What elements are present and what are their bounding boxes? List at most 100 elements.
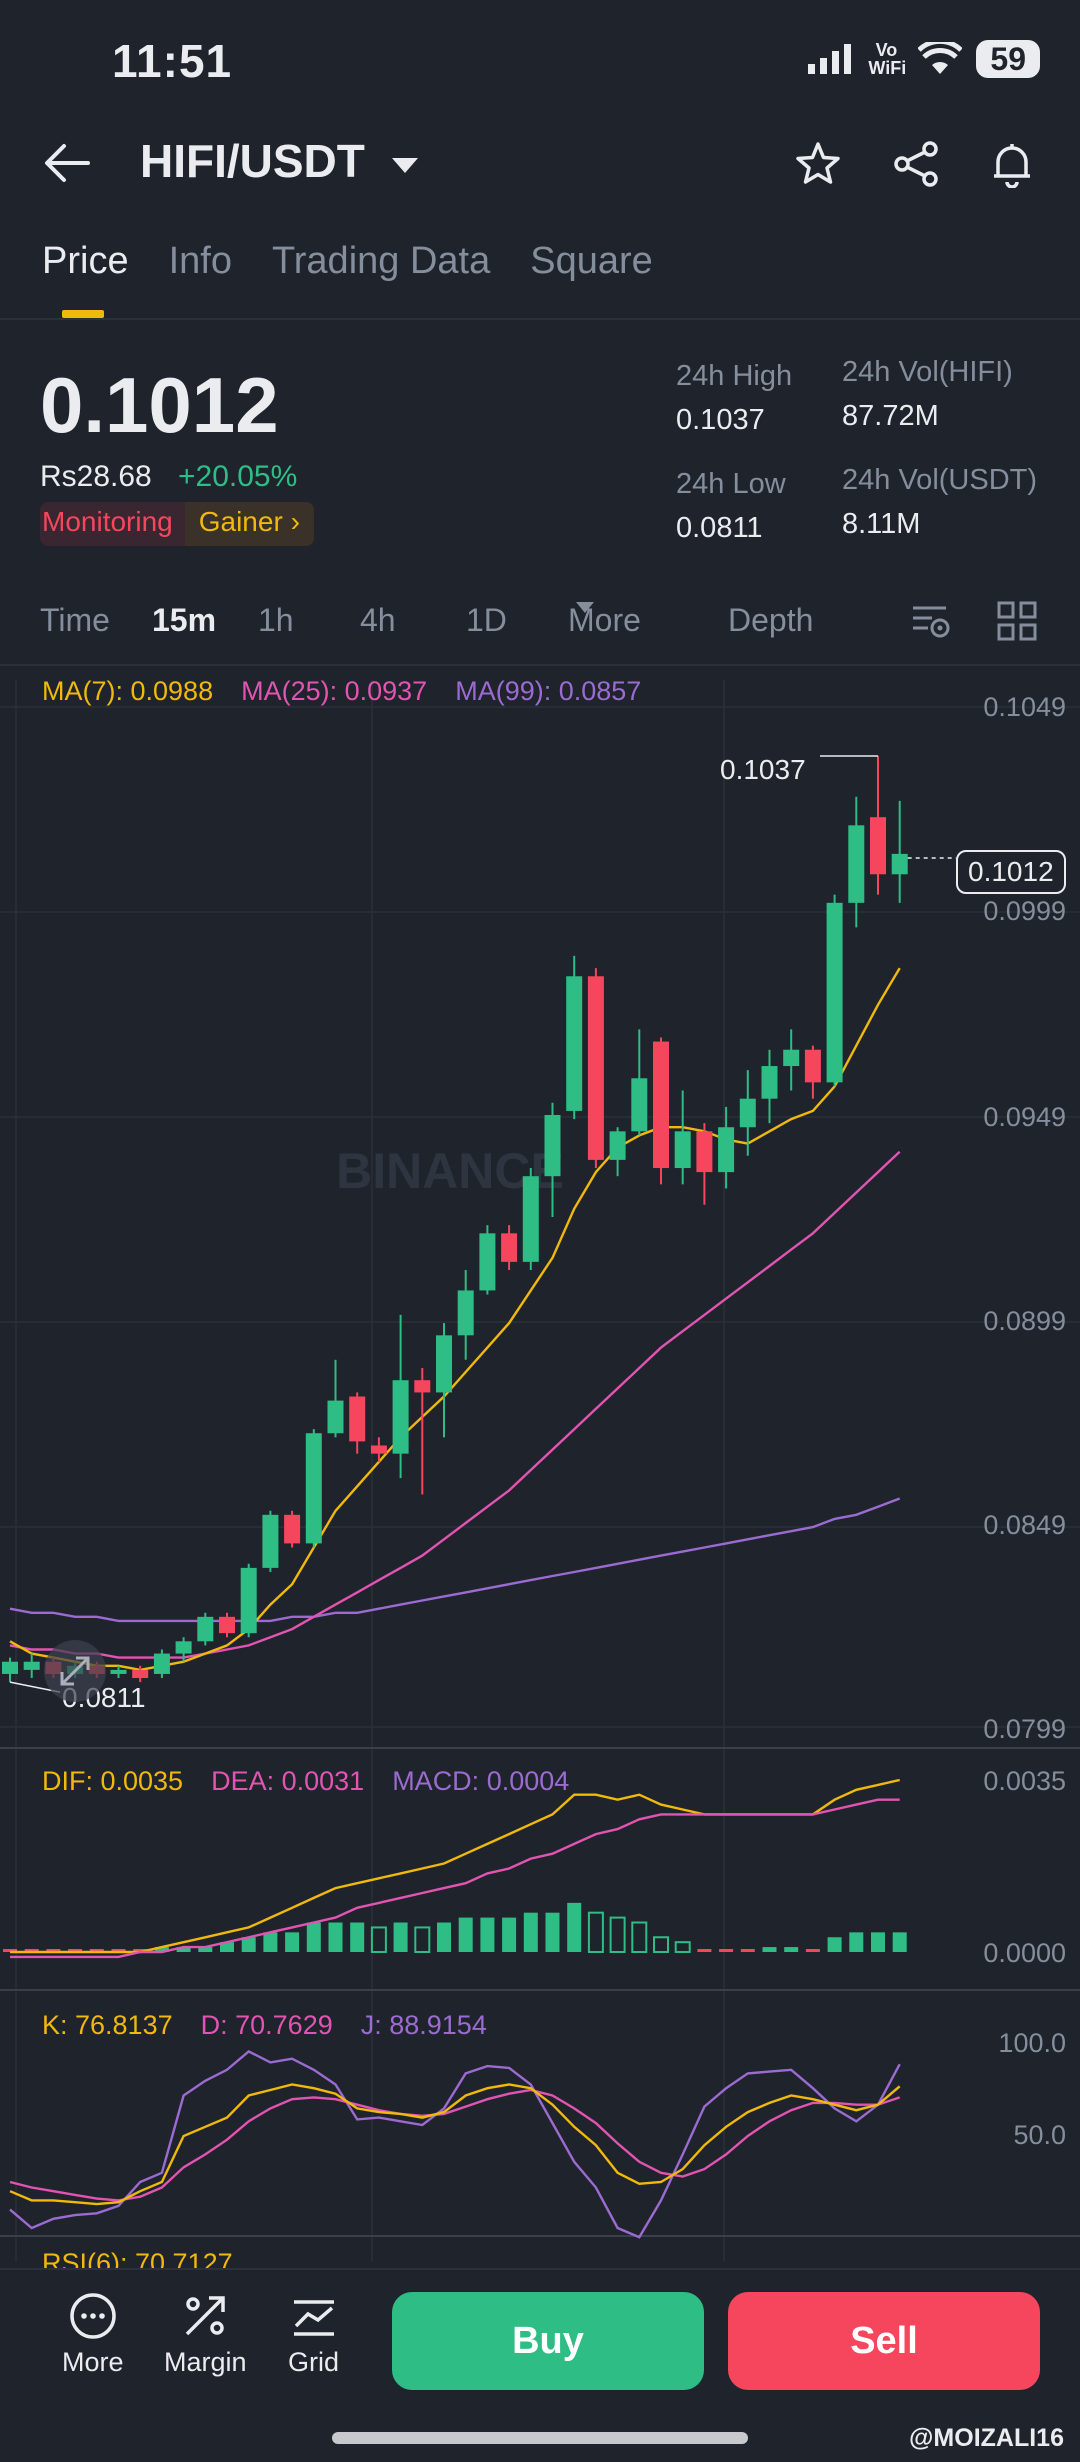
j-line — [9, 2049, 901, 2239]
candle-body — [457, 1290, 474, 1336]
battery-icon: 59 — [976, 40, 1040, 78]
candle-body — [891, 853, 908, 875]
candle-body — [761, 1066, 778, 1099]
ma-legend: MA(7): 0.0988 MA(25): 0.0937 MA(99): 0.0… — [42, 676, 641, 707]
back-arrow-icon[interactable] — [44, 140, 90, 186]
candle-body — [804, 1049, 821, 1083]
candle-body — [305, 1433, 322, 1544]
pair-dropdown-caret-icon[interactable] — [392, 158, 418, 173]
buy-button[interactable]: Buy — [392, 2292, 704, 2390]
candle-body — [522, 1176, 539, 1262]
candle-body — [392, 1380, 409, 1454]
candle-body — [327, 1400, 344, 1434]
current-price-tag: 0.1012 — [956, 850, 1066, 894]
candlestick-chart[interactable]: BINANCE — [0, 666, 1080, 2266]
macd-bar — [740, 1949, 755, 1952]
price-axis-label: 0.0999 — [983, 896, 1066, 926]
tab-square[interactable]: Square — [530, 240, 653, 282]
pair-title[interactable]: HIFI/USDT — [140, 135, 365, 187]
candle-body — [240, 1567, 257, 1634]
price-axis-label: 0.1049 — [983, 692, 1066, 722]
macd-bar — [437, 1922, 451, 1952]
expand-chart-button[interactable] — [44, 1640, 106, 1702]
nav-more[interactable]: More — [62, 2292, 124, 2378]
macd-bar — [480, 1917, 495, 1952]
macd-bar — [674, 1941, 691, 1953]
macd-bar — [285, 1932, 300, 1952]
rsi-legend: RSI(6): 70.7127 — [42, 2248, 233, 2268]
candle-body — [197, 1616, 214, 1642]
low-label: 24h Low — [676, 468, 786, 500]
k-line — [9, 2083, 901, 2206]
tabs-divider — [0, 318, 1080, 320]
fiat-price: Rs28.68 — [40, 460, 152, 493]
price-axis-label: 0.0799 — [983, 1714, 1066, 1744]
sell-label: Sell — [850, 2319, 918, 2362]
candle-body — [414, 1380, 431, 1393]
macd-bar — [653, 1936, 669, 1954]
interval-time[interactable]: Time — [40, 602, 110, 638]
macd-bar — [567, 1902, 582, 1952]
tab-info[interactable]: Info — [168, 240, 232, 282]
macd-bar — [762, 1947, 777, 1952]
indicator-settings-icon[interactable] — [910, 600, 952, 642]
dif-line — [10, 1778, 900, 1954]
candle-body — [566, 976, 583, 1111]
interval-depth[interactable]: Depth — [728, 602, 814, 638]
macd-bar — [784, 1947, 799, 1952]
layout-grid-icon[interactable] — [996, 600, 1038, 642]
macd-bar — [827, 1937, 842, 1952]
share-icon[interactable] — [892, 140, 940, 188]
candle-body — [175, 1641, 192, 1654]
macd-bar — [220, 1942, 234, 1952]
gainer-tag[interactable]: Gainer › — [184, 502, 314, 546]
price-change-percent: +20.05% — [178, 460, 298, 493]
high-label: 24h High — [676, 360, 793, 392]
price-axis-label: 0.0849 — [983, 1510, 1066, 1540]
tab-trading-data[interactable]: Trading Data — [271, 240, 491, 282]
interval-1h[interactable]: 1h — [258, 602, 294, 638]
buy-label: Buy — [512, 2319, 584, 2362]
kdj-axis-label: 50.0 — [1013, 2120, 1066, 2150]
macd-bar — [24, 1949, 39, 1952]
vowifi-indicator: Vo WiFi — [868, 40, 907, 78]
dea-label: DEA: 0.0031 — [211, 1766, 365, 1796]
nav-more-label: More — [62, 2347, 124, 2377]
caret-down-icon — [576, 602, 594, 613]
k-label: K: 76.8137 — [42, 2010, 173, 2040]
sell-button[interactable]: Sell — [728, 2292, 1040, 2390]
candle-body — [153, 1653, 170, 1674]
macd-bar — [458, 1917, 473, 1952]
status-time: 11:51 — [112, 35, 233, 87]
grid-bot-icon — [293, 2300, 334, 2336]
interval-15m[interactable]: 15m — [152, 602, 217, 638]
candle-body — [284, 1514, 301, 1544]
macd-bar — [176, 1947, 191, 1952]
nav-grid[interactable]: Grid — [288, 2292, 339, 2378]
macd-bar — [370, 1926, 387, 1954]
last-price: 0.1012 — [40, 361, 279, 449]
nav-margin[interactable]: Margin — [164, 2292, 247, 2378]
low-value: 0.0811 — [676, 512, 763, 544]
vol-base-label: 24h Vol(HIFI) — [842, 356, 1013, 388]
candle-body — [696, 1131, 713, 1173]
price-axis-label: 0.0899 — [983, 1306, 1066, 1336]
macd-label: MACD: 0.0004 — [392, 1766, 570, 1796]
favorite-star-icon[interactable] — [794, 140, 842, 188]
candle-body — [479, 1233, 496, 1291]
tab-price[interactable]: Price — [42, 240, 129, 282]
macd-bar — [414, 1926, 431, 1954]
high-value: 0.1037 — [676, 404, 765, 436]
more-dots-icon — [70, 2293, 116, 2339]
interval-1d[interactable]: 1D — [466, 602, 507, 638]
vol-base-value: 87.72M — [842, 400, 939, 432]
candle-body — [436, 1335, 452, 1393]
interval-4h[interactable]: 4h — [360, 602, 396, 638]
cellular-signal-icon — [808, 44, 852, 74]
candle-body — [609, 1131, 626, 1160]
monitoring-tag: Monitoring — [40, 502, 185, 546]
alert-bell-icon[interactable] — [988, 140, 1036, 188]
macd-axis-label: 0.0000 — [983, 1938, 1066, 1968]
dea-line — [10, 1798, 900, 1959]
macd-bar — [393, 1922, 408, 1952]
